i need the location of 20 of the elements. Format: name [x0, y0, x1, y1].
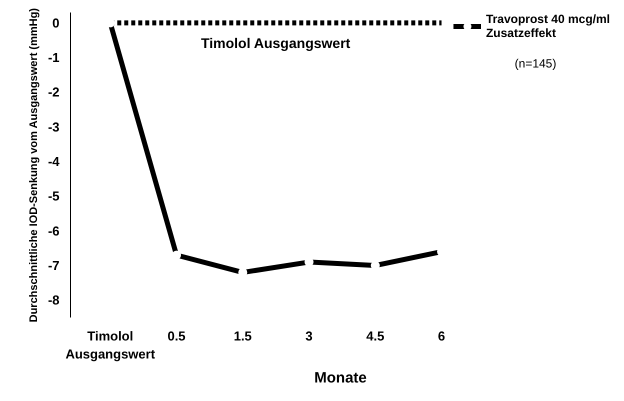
x-tick-label: 0.5: [167, 328, 186, 344]
y-tick-label: -3: [48, 119, 60, 134]
text: (n=145): [514, 56, 556, 70]
x-tick-label: 1.5: [234, 328, 252, 344]
y-tick-label: 0: [52, 15, 60, 30]
x-tick-label: 6: [438, 328, 446, 344]
y-tick-label: -5: [48, 188, 60, 204]
legend-label: Travoprost 40 mcg/ml Zusatzeffekt: [486, 12, 610, 40]
y-axis-title: Durchschnittliche IOD-Senkung vom Ausgangswert (mmHg): [28, 8, 40, 322]
y-tick-label: -2: [48, 84, 60, 100]
x-tick-label: 3: [305, 328, 313, 344]
y-tick-label: -8: [48, 292, 60, 308]
ref-line-label: Timolol Ausgangswert: [200, 34, 351, 51]
x-axis-title: Monate: [314, 370, 367, 386]
x-tick-label: 4.5: [366, 328, 384, 344]
y-tick-label: -1: [48, 50, 60, 66]
x-tick-label: Timolol Ausgangswert: [65, 328, 156, 362]
y-tick-label: -4: [48, 154, 60, 170]
y-tick-label: -7: [48, 258, 60, 274]
y-tick-label: -6: [48, 223, 60, 238]
